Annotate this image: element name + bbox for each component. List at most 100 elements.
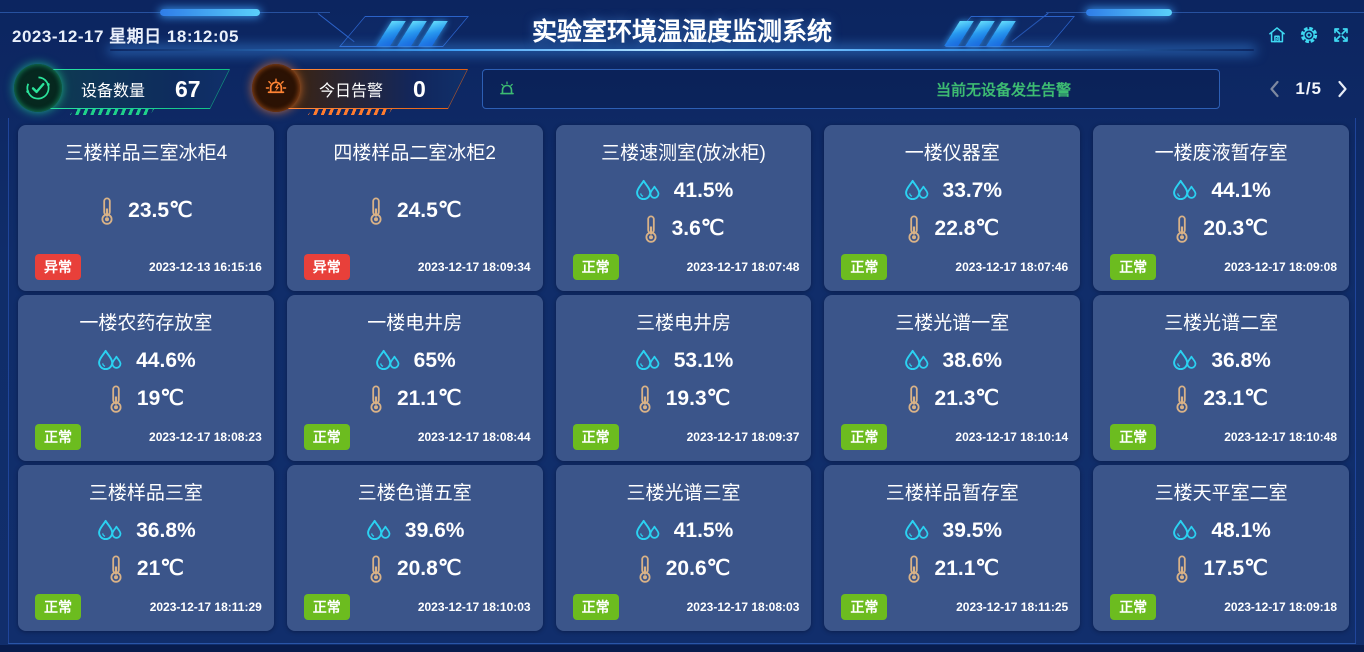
pagination: 1/5: [1220, 79, 1348, 99]
humidity-icon: [635, 180, 660, 201]
room-name: 三楼样品三室: [88, 483, 203, 504]
humidity-icon: [635, 520, 660, 541]
device-card[interactable]: 三楼色谱五室 39.6% 20.8℃ 正常: [286, 465, 543, 631]
temperature-row: 21.1℃: [368, 385, 461, 413]
thermometer-icon: [639, 385, 651, 413]
device-card[interactable]: 一楼仪器室 33.7% 22.8℃ 正常: [824, 125, 1081, 291]
alarm-count-label: 今日告警: [319, 83, 384, 100]
timestamp: 2023-12-17 18:08:44: [417, 430, 531, 444]
humidity-value: 44.6%: [136, 348, 196, 372]
humidity-icon: [375, 350, 400, 371]
room-name: 一楼电井房: [367, 313, 463, 334]
alert-banner[interactable]: 当前无设备发生告警: [482, 69, 1220, 109]
frame-right: [1355, 118, 1356, 644]
humidity-icon: [1173, 180, 1197, 201]
thermometer-icon: [645, 215, 657, 243]
temperature-row: 19℃: [108, 385, 184, 413]
device-card[interactable]: 三楼光谱一室 38.6% 21.3℃ 正常: [824, 295, 1081, 461]
device-check-icon: [14, 64, 62, 112]
prev-page-icon[interactable]: [1269, 80, 1280, 98]
next-page-icon[interactable]: [1337, 80, 1348, 98]
status-badge: 正常: [572, 424, 619, 450]
timestamp: 2023-12-17 18:10:14: [955, 430, 1069, 444]
temperature-value: 23.5℃: [128, 199, 193, 222]
thermometer-icon: [1176, 215, 1188, 243]
card-grid: 三楼样品三室冰柜4 23.5℃ 异常 2023-12-13 16:15:16 四…: [18, 125, 1349, 631]
temperature-value: 20.6℃: [665, 557, 731, 581]
humidity-row: 48.1%: [1171, 518, 1271, 543]
timestamp: 2023-12-17 18:08:03: [686, 600, 800, 614]
humidity-value: 36.8%: [1211, 348, 1271, 372]
device-card[interactable]: 三楼样品暂存室 39.5% 21.1℃ 正常: [824, 465, 1081, 631]
timestamp: 2023-12-17 18:07:48: [686, 260, 800, 274]
timestamp: 2023-12-17 18:11:29: [149, 600, 262, 614]
alarm-siren-icon: [252, 64, 300, 112]
frame-left: [8, 118, 9, 644]
timestamp: 2023-12-17 18:09:18: [1224, 600, 1337, 614]
gear-icon[interactable]: [1299, 25, 1319, 45]
temperature-value: 17.5℃: [1203, 557, 1268, 581]
timestamp: 2023-12-13 16:15:16: [149, 260, 262, 274]
room-name: 三楼光谱一室: [895, 313, 1010, 334]
page-title: 实验室环境温湿度监测系统: [531, 18, 832, 46]
room-name: 一楼废液暂存室: [1154, 143, 1288, 164]
status-badge: 正常: [1110, 594, 1157, 620]
thermometer-icon: [370, 196, 382, 225]
status-badge: 异常: [303, 254, 350, 280]
temperature-value: 21.3℃: [934, 387, 1000, 411]
device-card[interactable]: 四楼样品二室冰柜2 24.5℃ 异常 2023-12-17 18:09:34: [286, 125, 543, 291]
temperature-row: 19.3℃: [637, 385, 730, 413]
status-badge: 正常: [841, 254, 888, 280]
device-card[interactable]: 一楼农药存放室 44.6% 19℃ 正常: [18, 295, 274, 461]
humidity-value: 39.5%: [942, 518, 1003, 542]
device-card[interactable]: 三楼光谱三室 41.5% 20.6℃ 正常: [555, 465, 812, 631]
room-name: 三楼样品暂存室: [885, 483, 1019, 504]
device-card[interactable]: 一楼电井房 65% 21.1℃ 正常: [286, 295, 543, 461]
humidity-row: 41.5%: [634, 178, 733, 203]
device-card[interactable]: 三楼天平室二室 48.1% 17.5℃ 正常: [1093, 465, 1349, 631]
fullscreen-icon[interactable]: [1331, 25, 1351, 45]
humidity-value: 36.8%: [136, 518, 196, 542]
thermometer-icon: [370, 555, 382, 583]
device-card[interactable]: 三楼样品三室 36.8% 21℃ 正常: [18, 465, 274, 631]
room-name: 三楼天平室二室: [1154, 483, 1288, 504]
device-badge-hatch: [70, 109, 154, 115]
humidity-value: 48.1%: [1211, 518, 1271, 542]
temperature-row: 20.3℃: [1174, 215, 1268, 243]
temperature-value: 22.8℃: [934, 217, 1000, 241]
datetime-text: 2023-12-17 星期日 18:12:05: [12, 27, 239, 46]
device-card[interactable]: 三楼光谱二室 36.8% 23.1℃ 正常: [1093, 295, 1349, 461]
device-card[interactable]: 三楼速测室(放冰柜) 41.5% 3.6℃: [555, 125, 812, 291]
temperature-value: 21.1℃: [396, 387, 462, 411]
device-count-badge: 设备数量 67: [14, 64, 230, 109]
device-card[interactable]: 三楼样品三室冰柜4 23.5℃ 异常 2023-12-13 16:15:16: [18, 125, 274, 291]
humidity-icon: [635, 350, 660, 371]
timestamp: 2023-12-17 18:09:37: [686, 430, 800, 444]
status-badge: 正常: [1110, 424, 1157, 450]
alarm-count-badge: 今日告警 0: [252, 64, 468, 109]
device-card[interactable]: 三楼电井房 53.1% 19.3℃ 正常: [555, 295, 812, 461]
room-name: 三楼色谱五室: [357, 483, 472, 504]
status-badge: 正常: [841, 594, 888, 620]
room-name: 四楼样品二室冰柜2: [333, 143, 496, 164]
room-name: 三楼速测室(放冰柜): [601, 143, 766, 164]
alarm-badge-hatch: [308, 109, 392, 115]
humidity-icon: [98, 520, 122, 541]
thermometer-icon: [908, 555, 920, 583]
humidity-row: 36.8%: [96, 518, 196, 543]
temperature-value: 19.3℃: [665, 387, 731, 411]
humidity-value: 39.6%: [404, 518, 465, 542]
temperature-row: 20.6℃: [637, 555, 730, 583]
humidity-icon: [904, 350, 928, 371]
device-card[interactable]: 一楼废液暂存室 44.1% 20.3℃ 正常: [1093, 125, 1349, 291]
temperature-row: 17.5℃: [1174, 555, 1268, 583]
home-icon[interactable]: [1267, 25, 1287, 45]
thermometer-icon: [908, 215, 920, 243]
status-badge: 正常: [35, 424, 81, 450]
timestamp: 2023-12-17 18:10:03: [417, 600, 531, 614]
timestamp: 2023-12-17 18:10:48: [1224, 430, 1337, 444]
temperature-row: 22.8℃: [906, 215, 999, 243]
status-badge: 正常: [841, 424, 888, 450]
timestamp: 2023-12-17 18:08:23: [149, 430, 262, 444]
alarm-count-value: 0: [413, 75, 426, 102]
